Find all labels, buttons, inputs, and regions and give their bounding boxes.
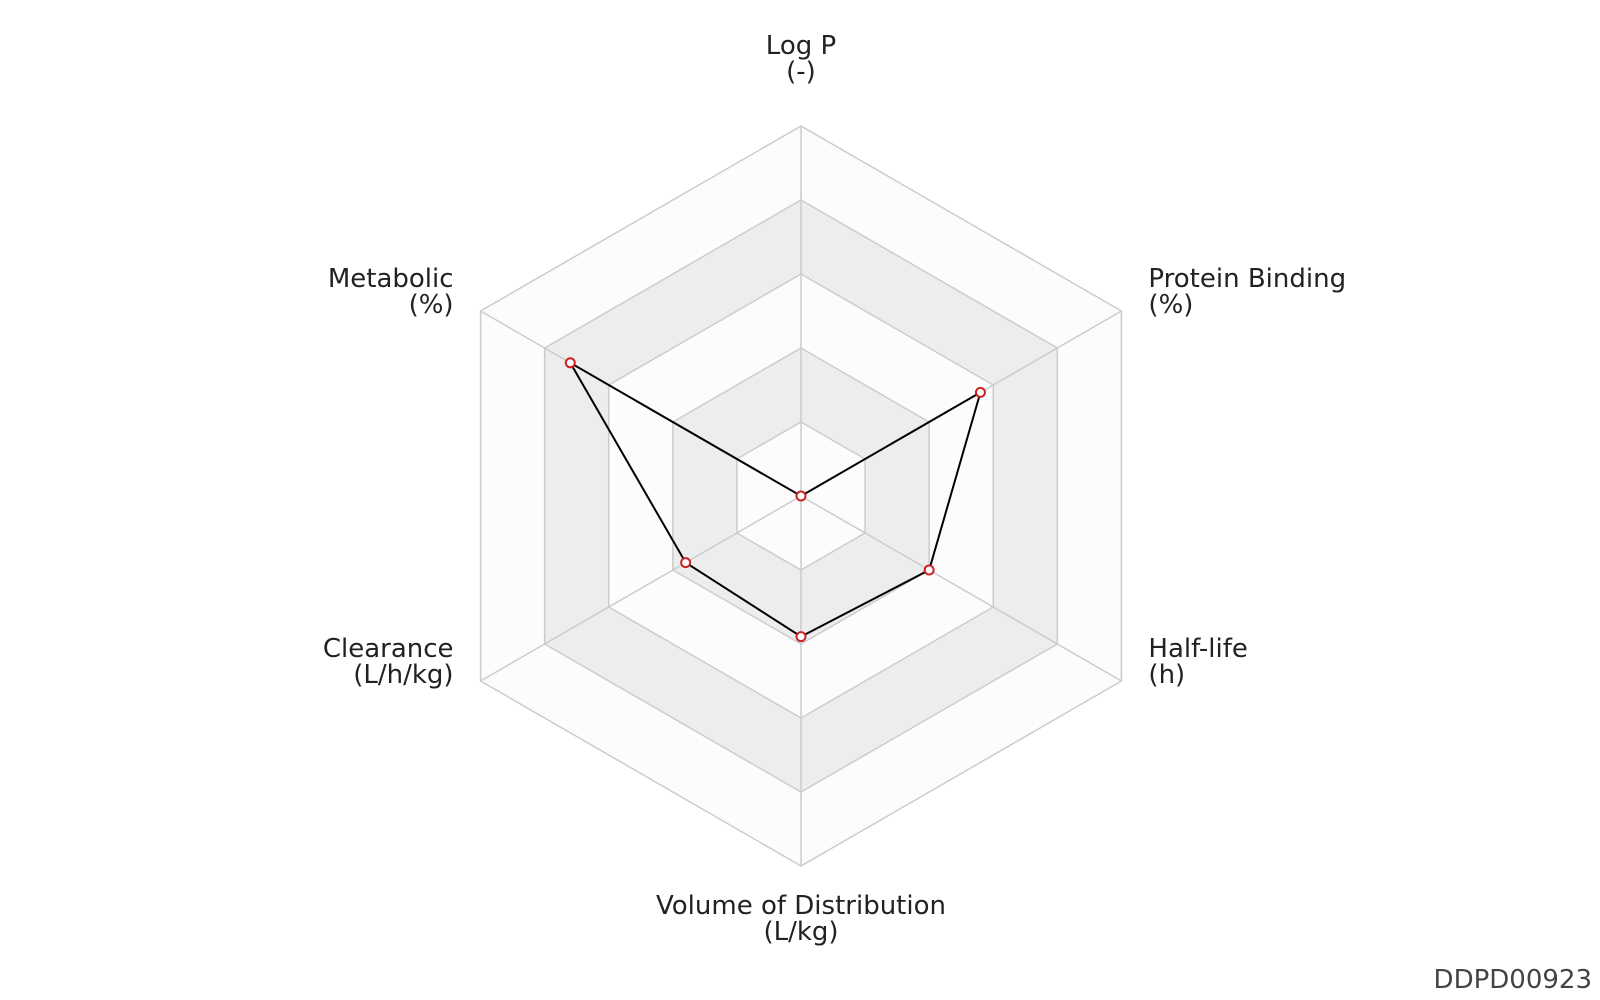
watermark: DDPD00923 bbox=[1434, 965, 1592, 995]
data-point bbox=[795, 631, 807, 643]
axis-unit: (L/kg) bbox=[763, 917, 838, 947]
axis-unit: (L/h/kg) bbox=[353, 660, 453, 690]
axis-label: Log P bbox=[766, 31, 836, 61]
axis-spoke bbox=[800, 495, 1122, 682]
data-point bbox=[680, 557, 692, 569]
axis-unit: (h) bbox=[1148, 660, 1185, 690]
axis-unit: (-) bbox=[786, 57, 816, 87]
axis-label: Clearance bbox=[323, 634, 454, 664]
axis-unit: (%) bbox=[409, 290, 454, 320]
data-point bbox=[564, 357, 576, 369]
axis-label: Metabolic bbox=[328, 264, 454, 294]
axis-spoke bbox=[480, 495, 802, 682]
axis-label: Protein Binding bbox=[1148, 264, 1346, 294]
axis-label: Half-life bbox=[1148, 634, 1247, 664]
data-point bbox=[795, 490, 807, 502]
data-point bbox=[974, 386, 986, 398]
axis-label: Volume of Distribution bbox=[656, 891, 946, 921]
data-point bbox=[923, 564, 935, 576]
axis-unit: (%) bbox=[1148, 290, 1193, 320]
